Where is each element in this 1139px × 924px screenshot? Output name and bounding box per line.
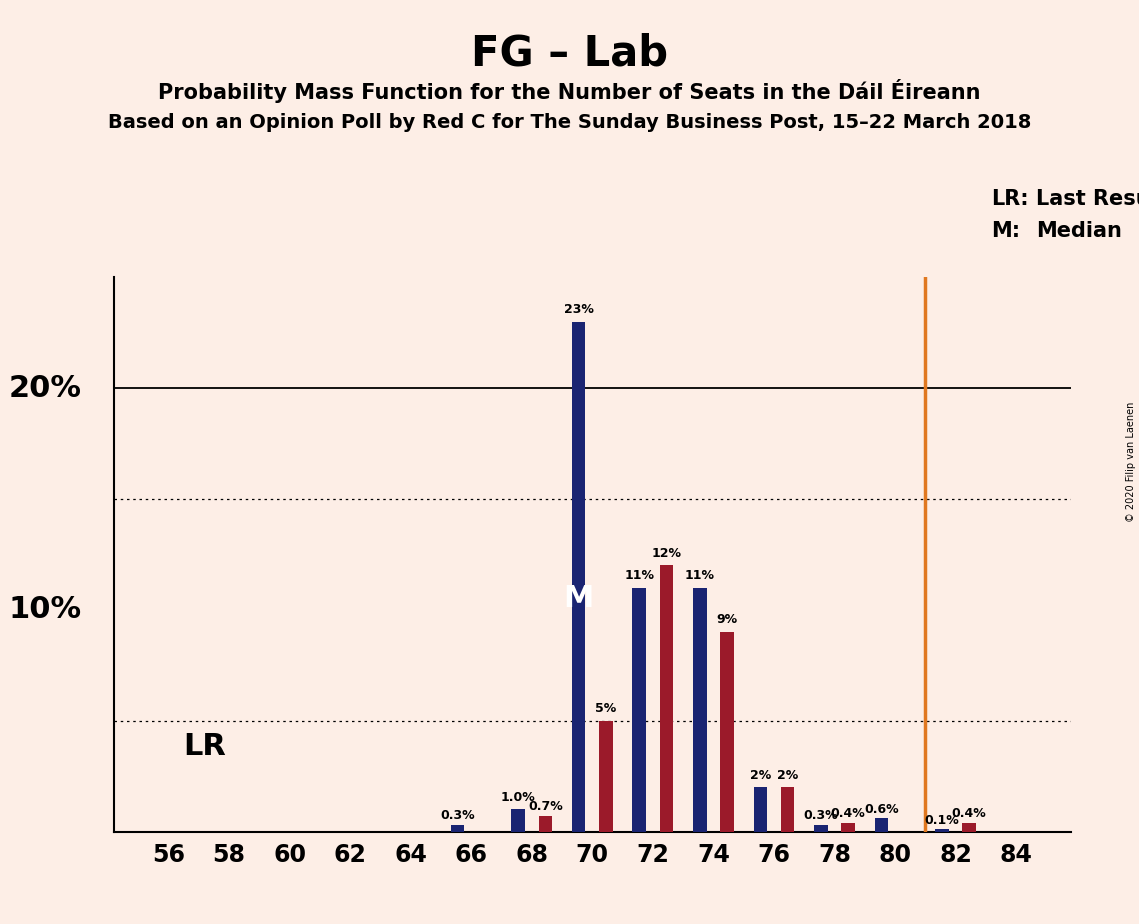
Text: 1.0%: 1.0% xyxy=(501,791,535,804)
Bar xyxy=(572,322,585,832)
Text: 0.1%: 0.1% xyxy=(925,814,959,827)
Bar xyxy=(511,809,525,832)
Text: M: M xyxy=(564,584,593,614)
Text: 0.3%: 0.3% xyxy=(803,809,838,822)
Text: © 2020 Filip van Laenen: © 2020 Filip van Laenen xyxy=(1126,402,1136,522)
Text: M:: M: xyxy=(991,221,1021,241)
Text: 0.6%: 0.6% xyxy=(865,803,899,816)
Text: 11%: 11% xyxy=(685,569,715,582)
Text: 2%: 2% xyxy=(749,769,771,782)
Bar xyxy=(962,822,976,832)
Text: 0.3%: 0.3% xyxy=(441,809,475,822)
Text: 11%: 11% xyxy=(624,569,654,582)
Bar xyxy=(935,830,949,832)
Text: 0.7%: 0.7% xyxy=(528,800,563,813)
Text: 10%: 10% xyxy=(9,595,82,625)
Text: Based on an Opinion Poll by Red C for The Sunday Business Post, 15–22 March 2018: Based on an Opinion Poll by Red C for Th… xyxy=(108,113,1031,132)
Text: 0.4%: 0.4% xyxy=(830,807,866,821)
Bar xyxy=(875,819,888,832)
Bar xyxy=(754,787,768,832)
Bar xyxy=(632,588,646,832)
Bar xyxy=(693,588,706,832)
Bar xyxy=(720,632,734,832)
Bar xyxy=(659,565,673,832)
Text: Median: Median xyxy=(1036,221,1122,241)
Text: 5%: 5% xyxy=(596,702,616,715)
Bar xyxy=(539,816,552,832)
Text: Last Result: Last Result xyxy=(1036,188,1139,209)
Bar xyxy=(599,721,613,832)
Text: 20%: 20% xyxy=(9,373,82,403)
Bar xyxy=(842,822,855,832)
Text: 2%: 2% xyxy=(777,769,798,782)
Text: Probability Mass Function for the Number of Seats in the Dáil Éireann: Probability Mass Function for the Number… xyxy=(158,79,981,103)
Text: FG – Lab: FG – Lab xyxy=(470,32,669,74)
Text: LR: LR xyxy=(183,732,227,760)
Bar xyxy=(780,787,794,832)
Text: 12%: 12% xyxy=(652,547,681,560)
Bar xyxy=(451,825,465,832)
Bar xyxy=(814,825,828,832)
Text: 0.4%: 0.4% xyxy=(952,807,986,821)
Text: 23%: 23% xyxy=(564,303,593,316)
Text: LR:: LR: xyxy=(991,188,1029,209)
Text: 9%: 9% xyxy=(716,614,738,626)
